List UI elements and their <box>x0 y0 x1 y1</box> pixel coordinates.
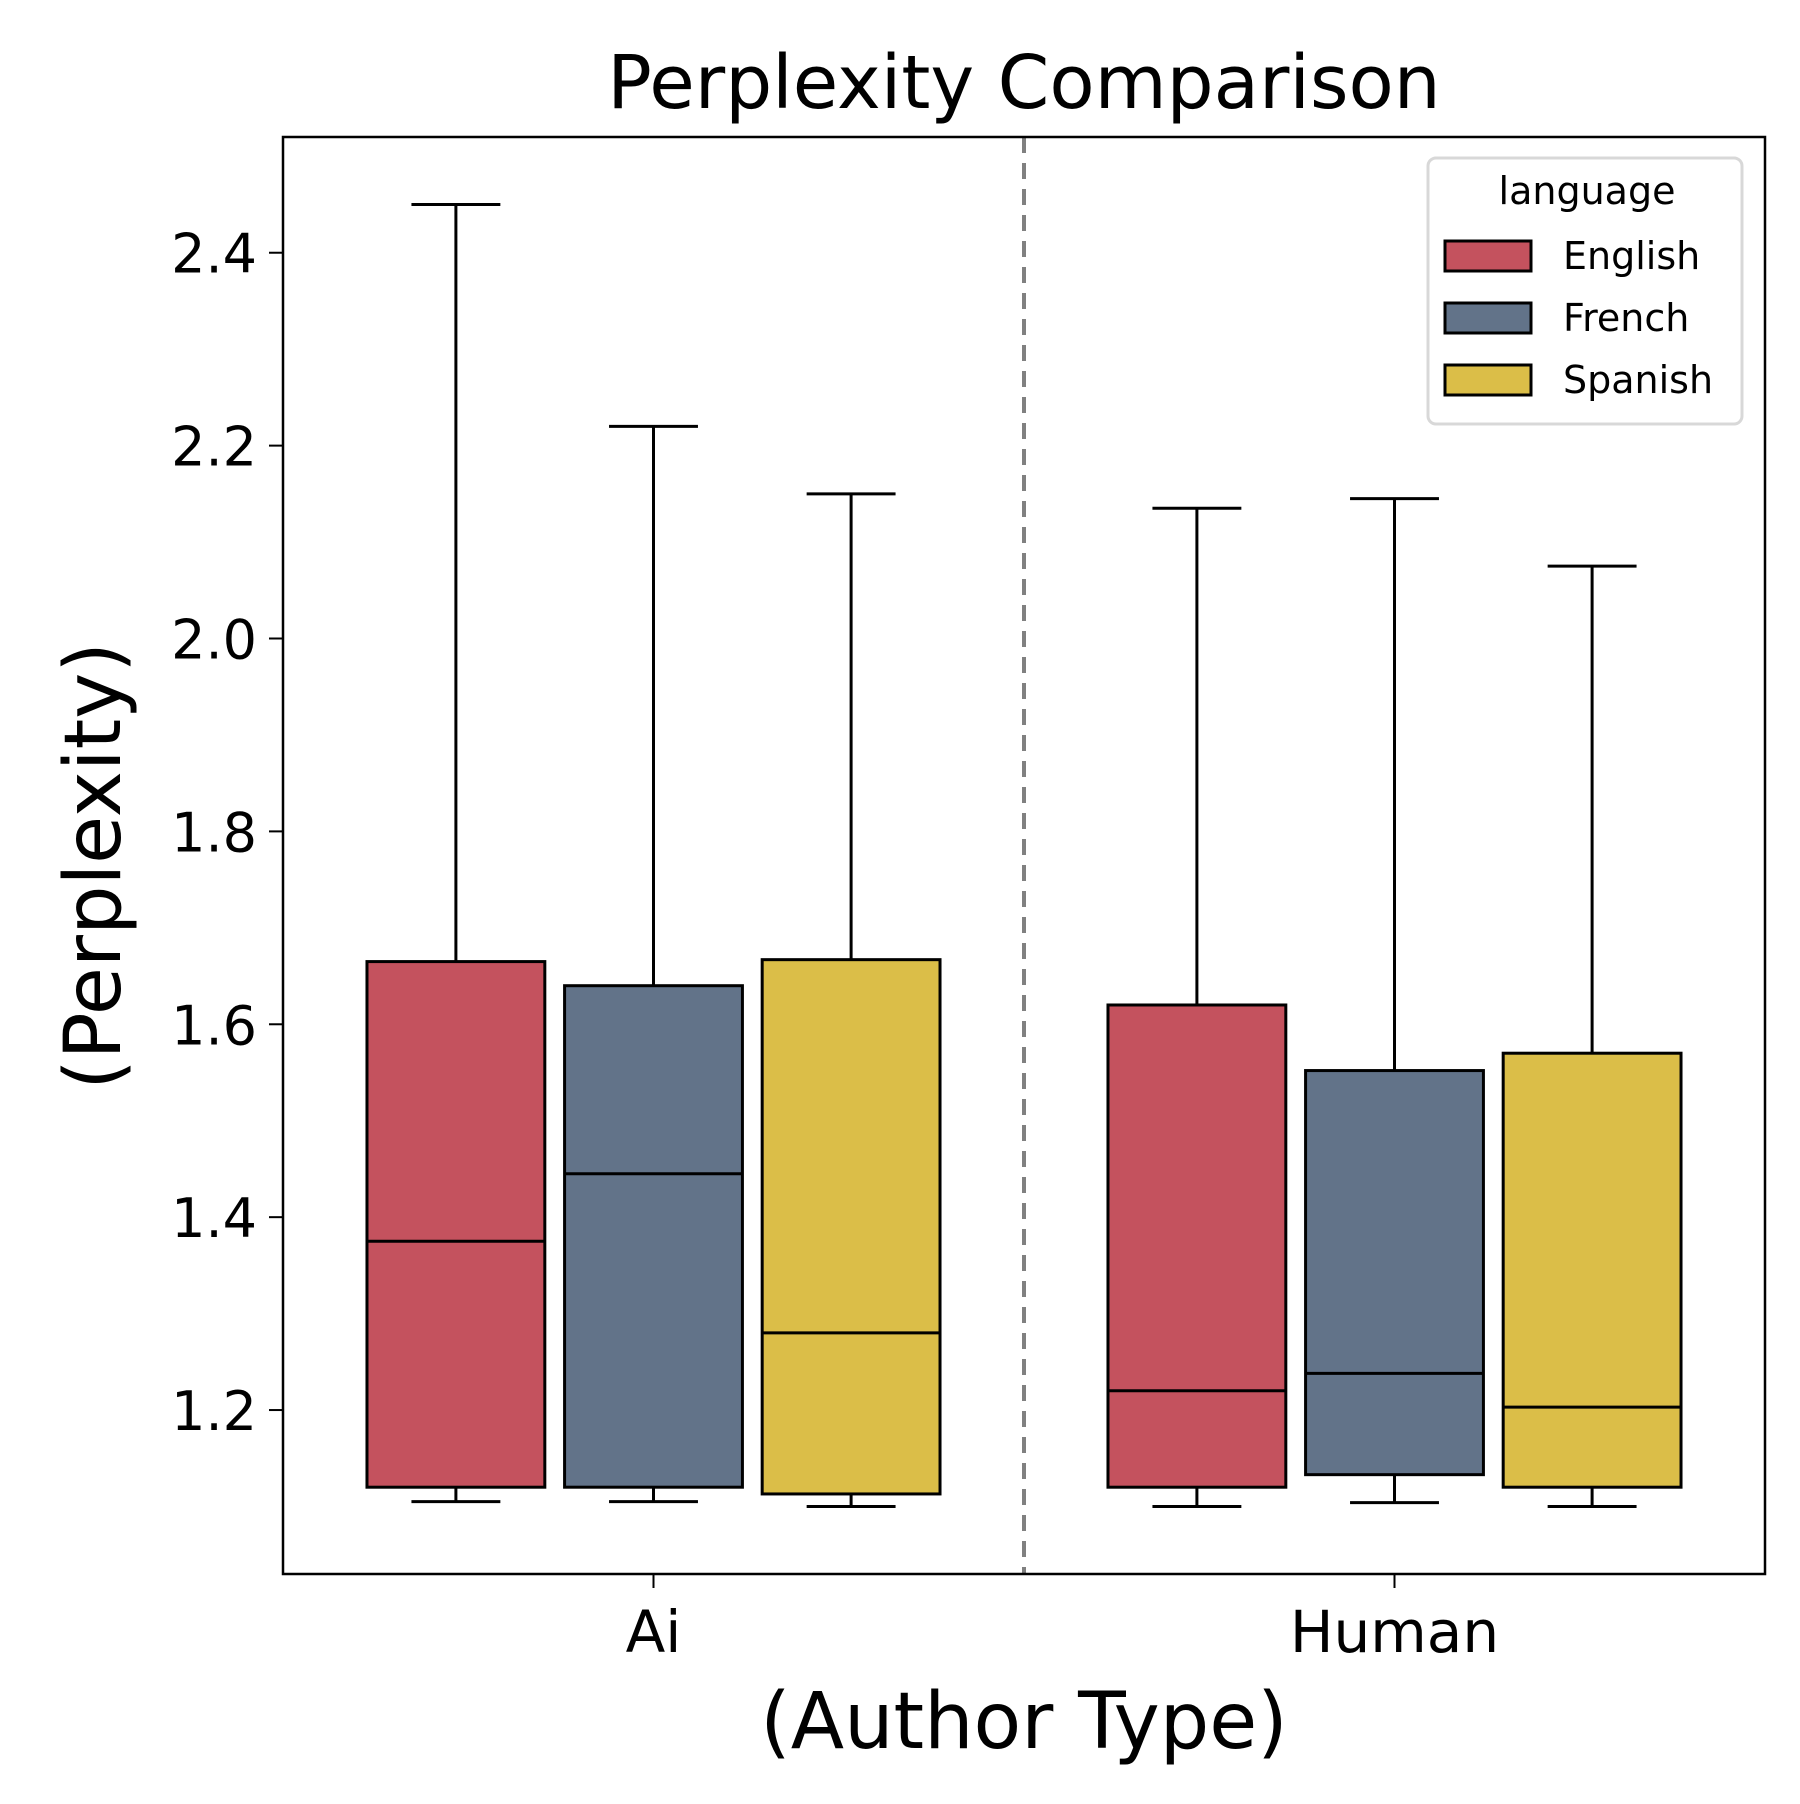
box-iqr <box>1304 1069 1485 1477</box>
y-tick-label: 2.2 <box>171 416 257 479</box>
box-spanish-human <box>1501 564 1683 1508</box>
y-tick-label: 1.2 <box>171 1380 257 1443</box>
x-axis-label: (Author Type) <box>760 1677 1287 1767</box>
legend-item: French <box>1443 296 1689 340</box>
frame-layer <box>281 135 1767 1576</box>
y-tick-label: 1.4 <box>171 1187 257 1250</box>
box-english-ai <box>365 203 547 1504</box>
chart-title: Perplexity Comparison <box>607 40 1440 126</box>
legend-item: English <box>1443 234 1700 278</box>
box-iqr <box>760 958 942 1496</box>
y-axis-label: (Perplexity) <box>49 642 139 1090</box>
legend-swatch <box>1443 301 1533 335</box>
plot-frame <box>281 135 1767 1576</box>
box-french-ai <box>563 424 744 1504</box>
legend-frame <box>1426 156 1744 426</box>
boxes-layer <box>365 203 1683 1508</box>
legend-items: English French Spanish <box>1443 234 1713 402</box>
box-iqr <box>365 960 547 1489</box>
x-tick-label: Human <box>1290 1598 1499 1666</box>
legend-swatch <box>1443 239 1533 273</box>
box-iqr <box>1501 1051 1683 1489</box>
box-spanish-ai <box>760 492 942 1508</box>
y-tick-label: 2.4 <box>171 223 257 286</box>
legend: language English French Spanish <box>1426 156 1744 426</box>
box-english-human <box>1106 506 1288 1508</box>
legend-label: French <box>1563 296 1689 340</box>
axes-layer: 1.2 1.4 1.6 1.8 2.0 2.2 2.4 Ai Human <box>171 137 1499 1666</box>
legend-label: Spanish <box>1563 358 1713 402</box>
legend-label: English <box>1563 234 1700 278</box>
legend-item: Spanish <box>1443 358 1713 402</box>
y-tick-label: 2.0 <box>171 609 257 672</box>
legend-title: language <box>1499 169 1676 213</box>
legend-swatch <box>1443 363 1533 397</box>
box-french-human <box>1304 497 1485 1505</box>
y-tick-label: 1.6 <box>171 994 257 1057</box>
box-iqr <box>1106 1003 1288 1489</box>
box-iqr <box>563 984 744 1489</box>
y-tick-label: 1.8 <box>171 801 257 864</box>
x-tick-label: Ai <box>626 1598 682 1666</box>
